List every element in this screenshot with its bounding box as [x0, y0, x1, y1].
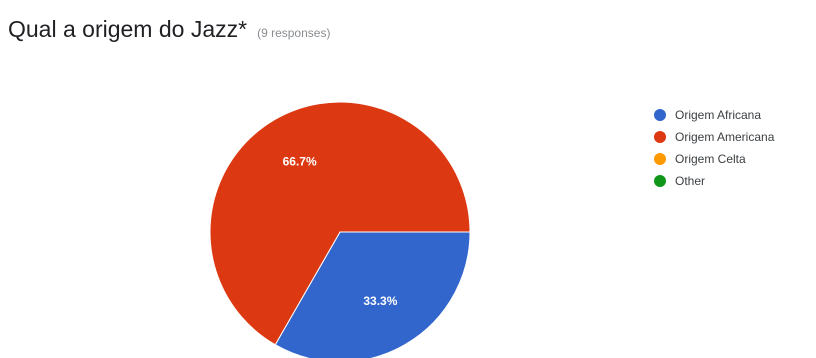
legend-label: Origem Celta — [675, 152, 746, 166]
legend-label: Other — [675, 174, 706, 188]
legend-label: Origem Africana — [675, 108, 762, 122]
legend-swatch — [654, 131, 666, 143]
question-header: Qual a origem do Jazz* (9 responses) — [8, 16, 330, 43]
pie-slice — [274, 231, 471, 358]
legend-swatch — [654, 109, 666, 121]
slice-label: 33.3% — [363, 294, 397, 308]
chart-legend: Origem Africana Origem Americana Origem … — [654, 104, 774, 192]
question-title: Qual a origem do Jazz* — [8, 16, 248, 42]
legend-item: Origem Americana — [654, 126, 774, 148]
legend-item: Origem Africana — [654, 104, 774, 126]
legend-label: Origem Americana — [675, 130, 775, 144]
slice-label: 66.7% — [283, 154, 317, 168]
response-count: (9 responses) — [257, 26, 331, 40]
pie-slice — [209, 101, 471, 346]
legend-swatch — [654, 153, 666, 165]
legend-item: Origem Celta — [654, 148, 774, 170]
legend-item: Other — [654, 170, 774, 192]
legend-swatch — [654, 175, 666, 187]
